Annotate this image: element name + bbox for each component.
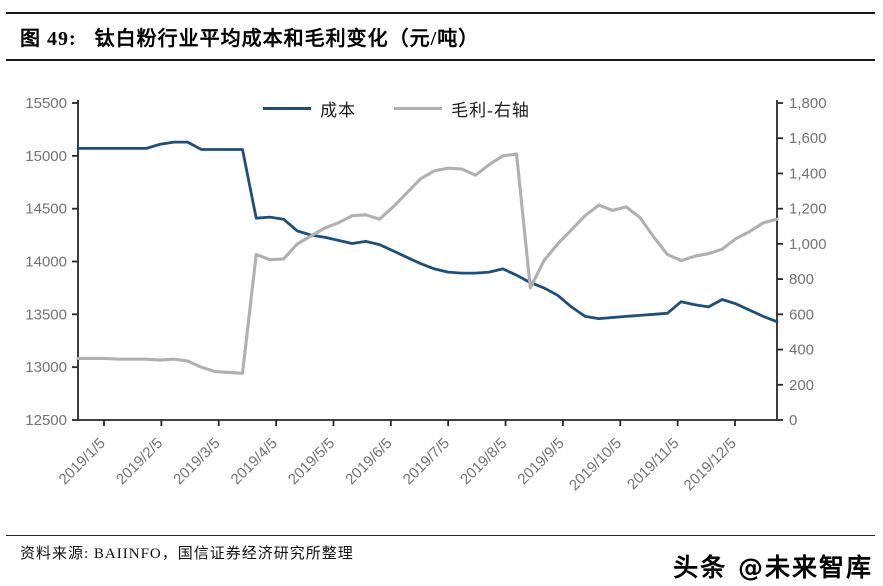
y-axis-right-label: 600 xyxy=(789,306,814,323)
cost-line xyxy=(76,140,779,324)
x-axis-label: 2019/6/5 xyxy=(342,435,395,488)
figure-number: 图 49: xyxy=(20,28,77,50)
x-axis-label: 2019/7/5 xyxy=(400,435,453,488)
y-axis-left-label: 15500 xyxy=(25,95,67,112)
chart-container: 成本 毛利-右轴 15500 15000 14500 14000 13500 13000 1… xyxy=(0,70,883,532)
footer-divider xyxy=(6,535,875,536)
title-divider xyxy=(6,59,875,61)
legend-item: 成本 xyxy=(263,96,356,121)
x-axis-label: 2019/4/5 xyxy=(228,435,281,488)
chart-legend: 成本 毛利-右轴 xyxy=(0,96,793,121)
legend-label-cost: 成本 xyxy=(320,101,357,120)
x-axis-label: 2019/10/5 xyxy=(566,435,625,494)
y-axis-right-label: 800 xyxy=(789,271,814,288)
source-note: 资料来源: BAIINFO，国信证券经济研究所整理 xyxy=(20,546,354,562)
profit-line xyxy=(76,152,779,375)
y-axis-right-label: 0 xyxy=(789,412,797,429)
y-axis-left-label: 12500 xyxy=(25,412,67,429)
y-axis-left-label: 14000 xyxy=(25,254,67,271)
x-axis-label: 2019/3/5 xyxy=(170,435,223,488)
x-axis-label: 2019/11/5 xyxy=(624,435,682,493)
top-divider xyxy=(6,12,875,14)
figure-title-text: 钛白粉行业平均成本和毛利变化（元/吨） xyxy=(94,28,480,50)
x-axis-label: 2019/2/5 xyxy=(113,435,166,488)
y-axis-right-label: 1,400 xyxy=(789,165,827,182)
cost-line-swatch xyxy=(263,107,312,110)
y-axis-right-label: 1,600 xyxy=(789,130,827,147)
x-axis-label: 2019/12/5 xyxy=(681,435,740,494)
figure-title: 图 49: 钛白粉行业平均成本和毛利变化（元/吨） xyxy=(20,22,863,51)
x-axis-label: 2019/1/5 xyxy=(56,435,109,488)
x-axis-label: 2019/9/5 xyxy=(514,435,567,488)
y-axis-left-label: 15000 xyxy=(25,148,67,165)
y-axis-right-label: 1,200 xyxy=(789,201,827,218)
x-axis-label: 2019/8/5 xyxy=(457,435,510,488)
y-axis-right-label: 200 xyxy=(789,377,814,394)
y-axis-right-label: 1,000 xyxy=(789,236,827,253)
y-axis-left-label: 14500 xyxy=(25,201,67,218)
profit-line-swatch xyxy=(394,107,443,110)
y-axis-left-label: 13000 xyxy=(25,359,67,376)
y-axis-left-label: 13500 xyxy=(25,306,67,323)
y-axis-right-label: 400 xyxy=(789,342,814,359)
y-axis-right-label: 1,800 xyxy=(789,95,827,112)
x-axis-label: 2019/5/5 xyxy=(285,435,338,488)
watermark-text: 头条 @未来智库 xyxy=(673,553,873,582)
legend-item: 毛利-右轴 xyxy=(394,96,530,121)
legend-label-profit: 毛利-右轴 xyxy=(451,101,530,120)
chart-canvas: 15500 15000 14500 14000 13500 13000 12500 1,800… xyxy=(25,95,827,494)
